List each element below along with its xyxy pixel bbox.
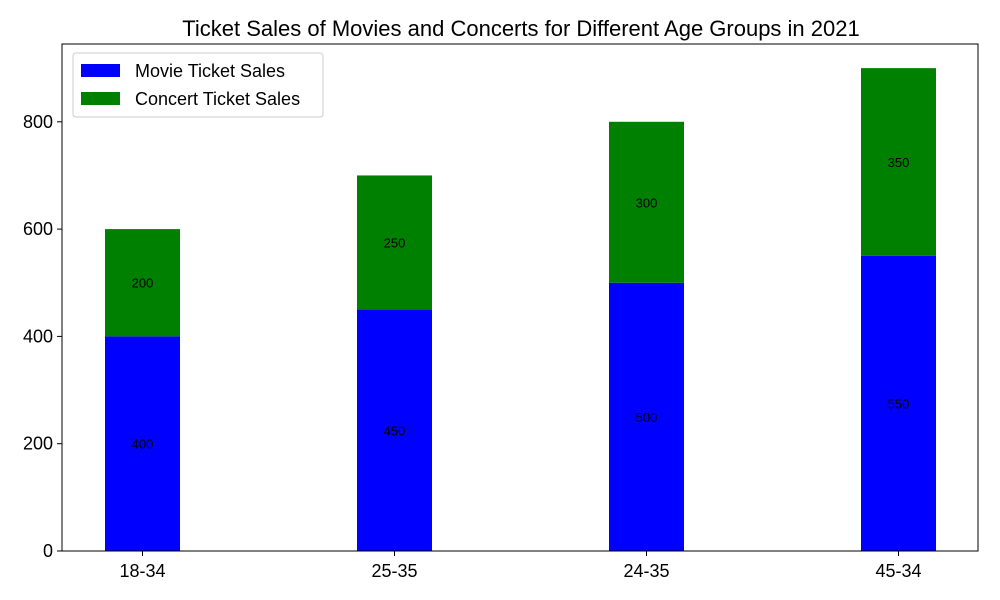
y-axis: 0 200 400 600 800 [23,112,62,561]
bar-value-label: 350 [888,155,910,170]
bar-value-label: 550 [888,396,910,411]
legend-swatch [81,92,120,105]
chart-title: Ticket Sales of Movies and Concerts for … [182,16,859,41]
y-tick-label: 0 [43,541,53,561]
bar-concert-2 [609,121,684,283]
legend-label: Concert Ticket Sales [135,89,300,109]
bar-movie-2 [609,282,684,551]
bar-concert-3 [861,68,936,256]
legend: Movie Ticket Sales Concert Ticket Sales [72,52,324,118]
legend-swatch [81,64,120,77]
x-tick-label: 45-34 [875,561,921,581]
x-tick-label: 25-35 [371,561,417,581]
x-tick-label: 18-34 [119,561,165,581]
bar-movie-3 [861,255,936,551]
bar-value-label: 200 [132,276,154,291]
legend-box [72,52,324,118]
plot-area: 400 200 450 250 500 300 550 350 [105,68,936,551]
bar-movie-1 [357,309,432,551]
bar-concert-1 [357,175,432,310]
bar-concert-0 [105,229,180,337]
bar-movie-0 [105,336,180,551]
plot-frame [61,43,979,552]
y-tick-label: 400 [23,326,53,346]
bar-value-label: 300 [636,195,658,210]
bar-value-label: 400 [132,437,154,452]
bar-value-label: 250 [384,236,406,251]
x-axis: 18-34 25-35 24-35 45-34 [119,551,922,581]
y-tick-label: 600 [23,219,53,239]
bar-value-label: 450 [384,423,406,438]
y-tick-label: 200 [23,434,53,454]
x-tick-label: 24-35 [623,561,669,581]
legend-label: Movie Ticket Sales [135,61,285,81]
y-tick-label: 800 [23,112,53,132]
bar-value-label: 500 [636,410,658,425]
